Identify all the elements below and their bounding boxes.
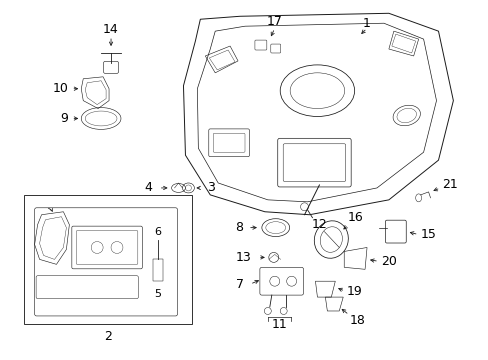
- Text: 14: 14: [103, 23, 119, 36]
- Text: 4: 4: [144, 181, 152, 194]
- Text: 17: 17: [266, 15, 282, 28]
- Text: 1: 1: [363, 17, 370, 30]
- Text: 7: 7: [236, 278, 244, 291]
- Text: 10: 10: [52, 82, 68, 95]
- Text: 2: 2: [104, 330, 112, 343]
- Text: 15: 15: [420, 228, 436, 241]
- Bar: [24, 195, 192, 324]
- Text: 20: 20: [380, 255, 396, 268]
- Text: 13: 13: [236, 251, 251, 264]
- Text: 3: 3: [207, 181, 215, 194]
- Text: 16: 16: [346, 211, 362, 224]
- Text: 5: 5: [154, 289, 161, 299]
- Text: 21: 21: [442, 179, 457, 192]
- Text: 18: 18: [348, 314, 365, 327]
- Text: 19: 19: [346, 285, 361, 298]
- Text: 8: 8: [235, 221, 243, 234]
- Text: 9: 9: [61, 112, 68, 125]
- Text: 11: 11: [271, 318, 287, 331]
- Text: 12: 12: [311, 218, 326, 231]
- Text: 6: 6: [154, 226, 161, 237]
- Bar: [152, 260, 163, 281]
